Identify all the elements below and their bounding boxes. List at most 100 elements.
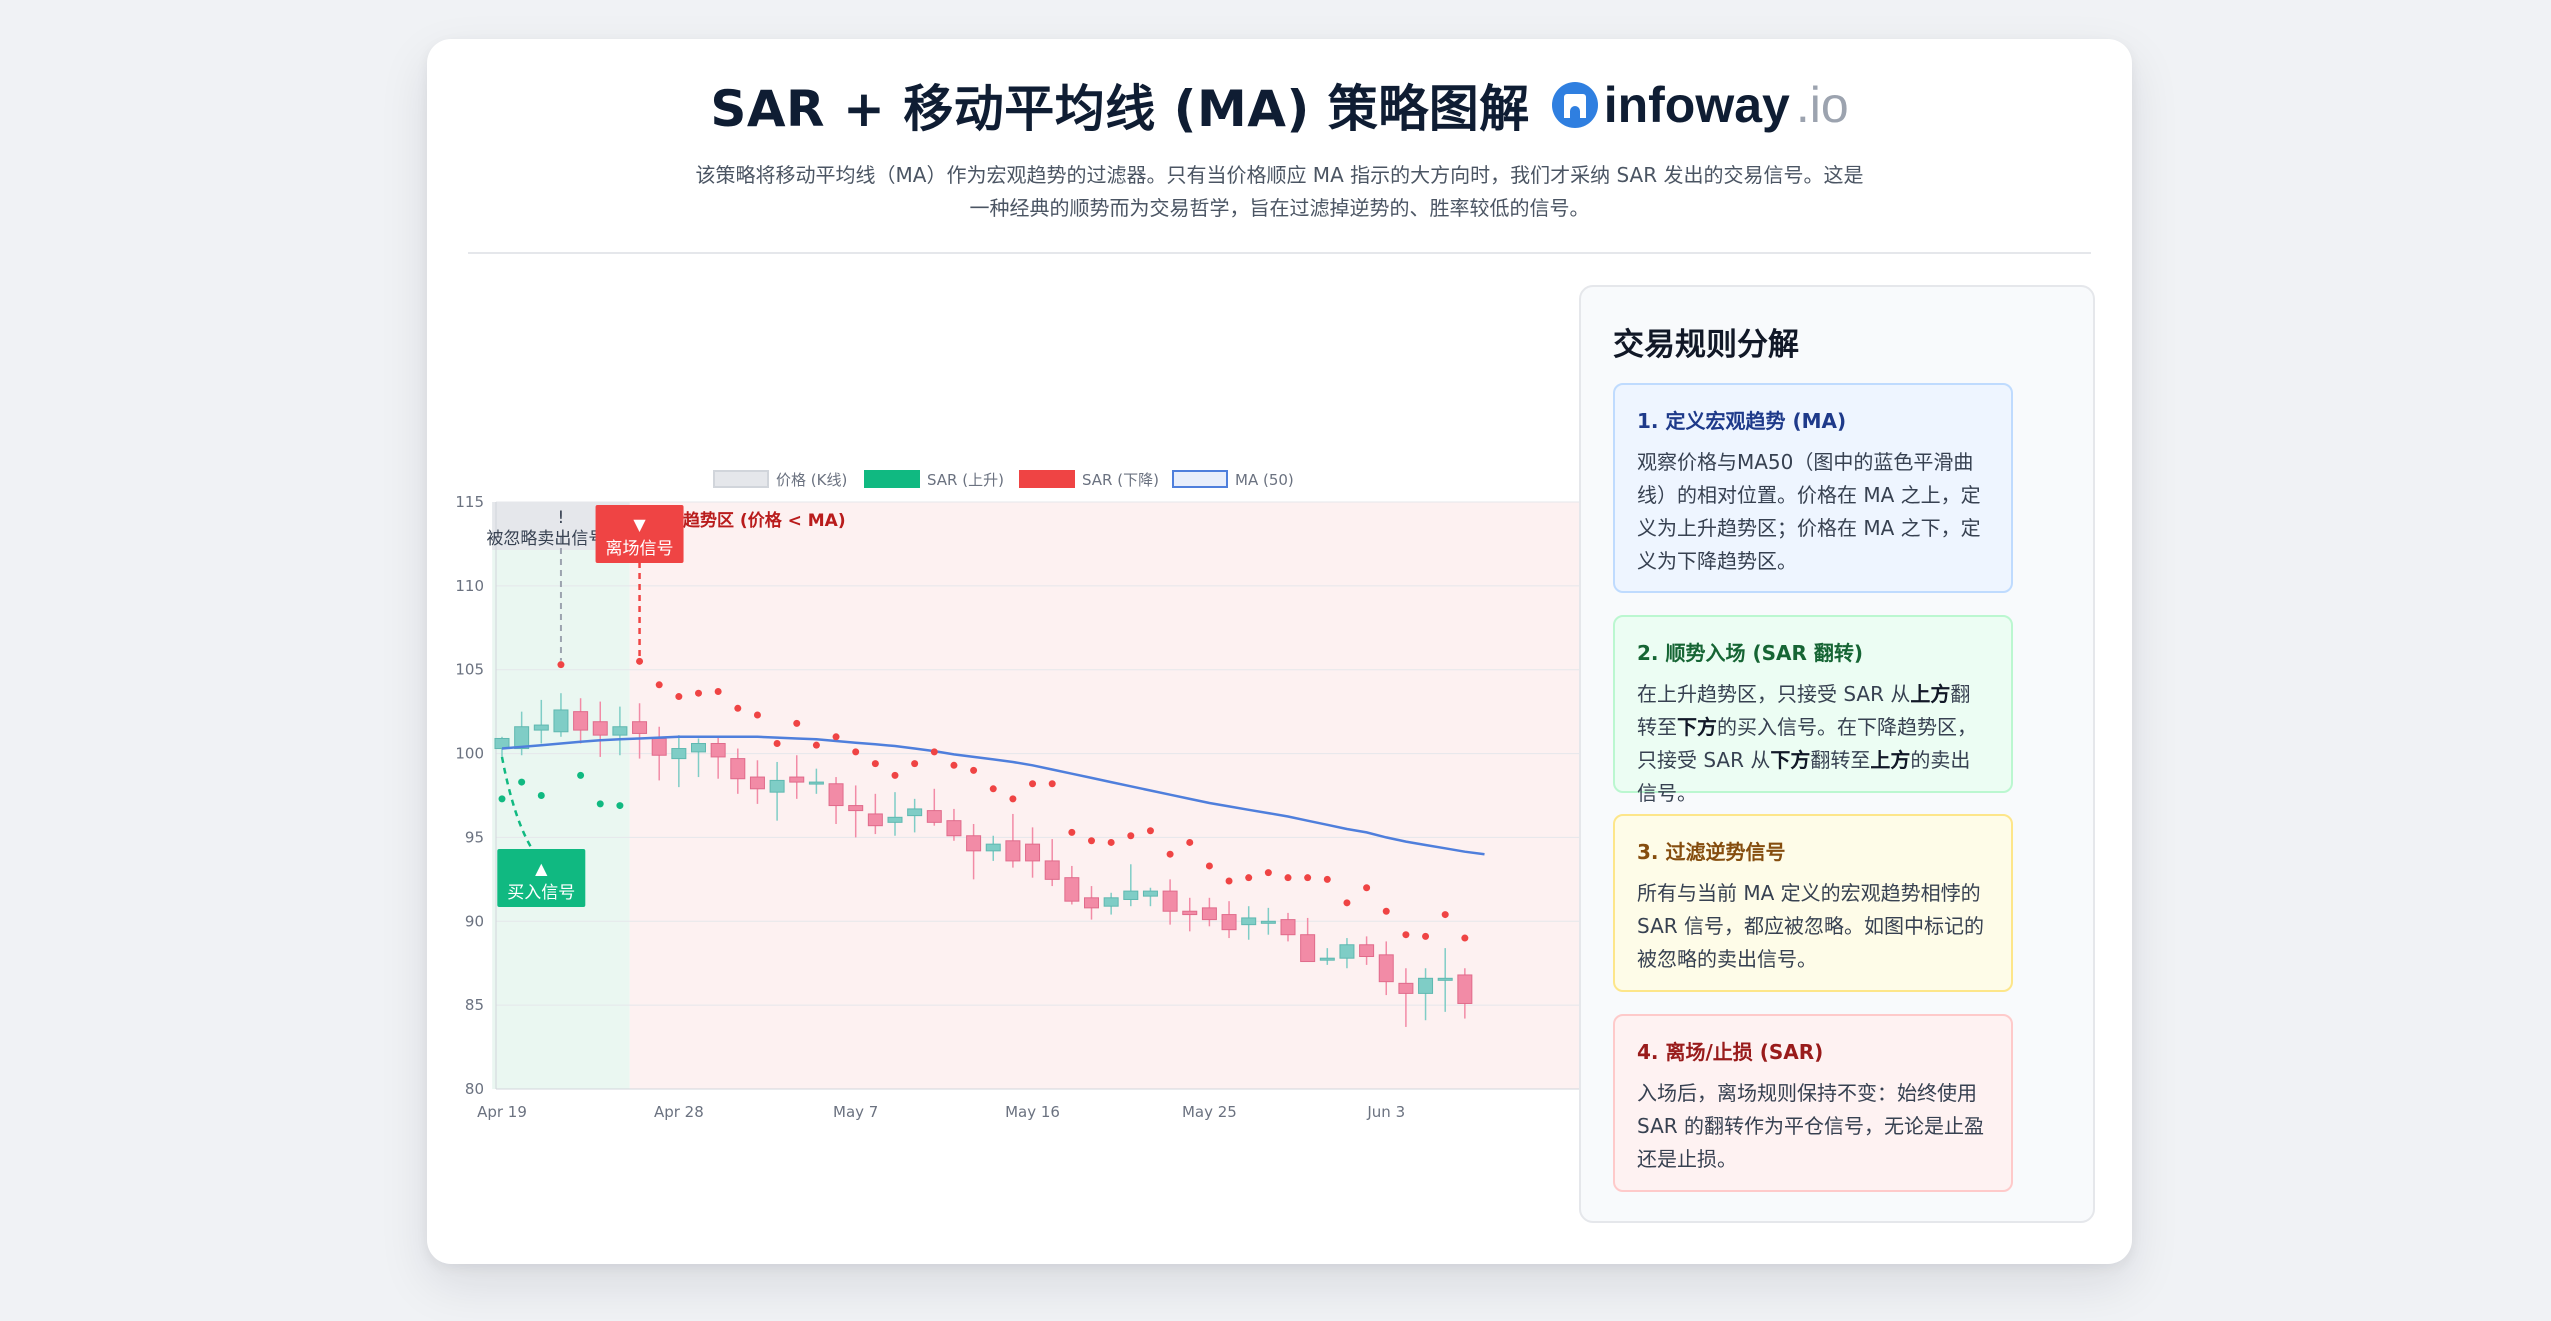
sar-down-dot bbox=[773, 740, 781, 748]
sar-down-dot bbox=[832, 733, 840, 741]
sar-down-dot bbox=[1029, 780, 1037, 788]
buy-signal-box bbox=[497, 849, 586, 907]
candle bbox=[1378, 941, 1394, 996]
candle-body bbox=[1182, 910, 1198, 916]
candle-body bbox=[1044, 860, 1060, 880]
rule-text: 入场后，离场规则保持不变：始终使用 SAR 的翻转作为平仓信号，无论是止盈还是止… bbox=[1637, 1077, 1989, 1176]
candle-body bbox=[1064, 877, 1080, 902]
rule-emphasis: 上方 bbox=[1870, 748, 1911, 772]
candle-body bbox=[887, 816, 903, 823]
ma-line bbox=[501, 735, 1485, 856]
rule-heading: 1. 定义宏观趋势 (MA) bbox=[1637, 409, 1847, 433]
candle-body bbox=[1123, 890, 1139, 900]
legend-label: 价格 (K线) bbox=[776, 471, 847, 489]
rule-heading: 4. 离场/止损 (SAR) bbox=[1637, 1040, 1824, 1064]
sar-down-dot bbox=[911, 760, 919, 768]
exit-signal-box bbox=[595, 505, 684, 563]
candle bbox=[710, 736, 726, 779]
buy-connector bbox=[500, 756, 535, 852]
sar-up-dot bbox=[596, 800, 604, 808]
candle bbox=[808, 768, 824, 794]
header: SAR + 移动平均线 (MA) 策略图解 infoway .io 该策略将移动平… bbox=[427, 69, 2132, 225]
sar-down-dot bbox=[1068, 828, 1076, 836]
sar-down-dot bbox=[970, 766, 978, 774]
candle-body bbox=[848, 805, 864, 812]
candle bbox=[1182, 897, 1198, 932]
x-tick-label: May 25 bbox=[1182, 1103, 1237, 1121]
sar-up-dot bbox=[537, 792, 545, 799]
candle-body bbox=[1300, 934, 1316, 963]
candle bbox=[494, 736, 510, 757]
candle-body bbox=[671, 748, 687, 760]
sar-down-dot bbox=[1284, 874, 1292, 882]
rule-segment: 翻转至 bbox=[1637, 682, 1971, 739]
candle bbox=[1201, 897, 1217, 927]
candle bbox=[691, 738, 706, 778]
sar-down-dot bbox=[1245, 874, 1253, 882]
candle-body bbox=[710, 743, 726, 758]
legend-label: MA (50) bbox=[1235, 471, 1294, 489]
legend-swatch bbox=[1172, 470, 1228, 488]
y-tick-label: 85 bbox=[465, 996, 484, 1014]
sar-down-dot bbox=[1186, 838, 1194, 846]
candle bbox=[1260, 907, 1276, 935]
candle-body bbox=[966, 835, 982, 852]
candle bbox=[926, 788, 942, 826]
candle-body bbox=[1103, 897, 1119, 907]
brand-logo[interactable]: infoway .io bbox=[1551, 76, 1849, 134]
chart-legend: 价格 (K线) SAR (上升) SAR (下降) MA (50) bbox=[713, 470, 1294, 489]
y-tick-label: 100 bbox=[455, 745, 484, 763]
candle bbox=[1359, 936, 1375, 965]
sar-down-dot bbox=[1402, 931, 1410, 939]
candle bbox=[985, 835, 1001, 861]
candle-body bbox=[946, 820, 962, 837]
candle bbox=[907, 798, 923, 833]
candle bbox=[749, 760, 765, 804]
rule-card-2: 2. 顺势入场 (SAR 翻转) 在上升趋势区，只接受 SAR 从上方翻转至下方… bbox=[1613, 615, 2013, 805]
candle bbox=[1162, 879, 1178, 925]
castle-icon bbox=[1551, 82, 1598, 128]
rule-segment: 的卖出信号。 bbox=[1637, 748, 1971, 805]
sar-down-dot bbox=[852, 748, 860, 756]
candle bbox=[1142, 887, 1158, 907]
x-tick-label: Apr 19 bbox=[477, 1103, 527, 1121]
candle bbox=[1064, 865, 1080, 905]
main-card: SAR + 移动平均线 (MA) 策略图解 infoway .io 该策略将移动平… bbox=[427, 39, 2132, 1264]
candle-body bbox=[1457, 974, 1473, 1004]
sar-down-dot bbox=[557, 661, 565, 669]
candle bbox=[867, 793, 883, 835]
candle-body bbox=[1339, 944, 1355, 959]
rule-emphasis: 下方 bbox=[1770, 748, 1811, 772]
sar-down-dot bbox=[714, 688, 722, 696]
candle bbox=[573, 698, 589, 744]
candle-body bbox=[1221, 914, 1237, 931]
candle bbox=[769, 761, 785, 821]
candle bbox=[1084, 886, 1099, 920]
candle-body bbox=[1437, 977, 1453, 981]
candle bbox=[1280, 912, 1296, 942]
sar-down-dot bbox=[734, 704, 742, 712]
candle bbox=[1319, 948, 1335, 965]
candle-body bbox=[1084, 897, 1099, 909]
candle-body bbox=[612, 726, 628, 736]
sar-down-dot bbox=[871, 760, 879, 768]
sar-down-dot bbox=[1009, 795, 1017, 803]
legend-label: SAR (下降) bbox=[1082, 471, 1159, 489]
sar-down-dot bbox=[655, 681, 663, 689]
candle-body bbox=[828, 783, 844, 807]
sar-down-dot bbox=[950, 761, 958, 769]
candle-body bbox=[789, 776, 805, 783]
page-subtitle: 该策略将移动平均线（MA）作为宏观趋势的过滤器。只有当价格顺应 MA 指示的大方… bbox=[695, 163, 1864, 220]
candle bbox=[592, 701, 608, 757]
sar-up-dot bbox=[616, 802, 624, 810]
sar-down-dot bbox=[1441, 911, 1449, 919]
sar-up-dot bbox=[577, 771, 585, 779]
ignored-mark: ! bbox=[558, 508, 565, 528]
y-tick-label: 105 bbox=[455, 661, 484, 679]
candle-body bbox=[1398, 982, 1414, 994]
candle-body bbox=[1142, 890, 1158, 897]
rule-segment: 所有与当前 MA 定义的宏观趋势相悖的 SAR 信号，都应被忽略。如图中标记的被… bbox=[1637, 881, 1985, 971]
candle bbox=[1300, 917, 1316, 963]
candle-body bbox=[769, 779, 785, 793]
y-tick-label: 80 bbox=[465, 1080, 484, 1098]
